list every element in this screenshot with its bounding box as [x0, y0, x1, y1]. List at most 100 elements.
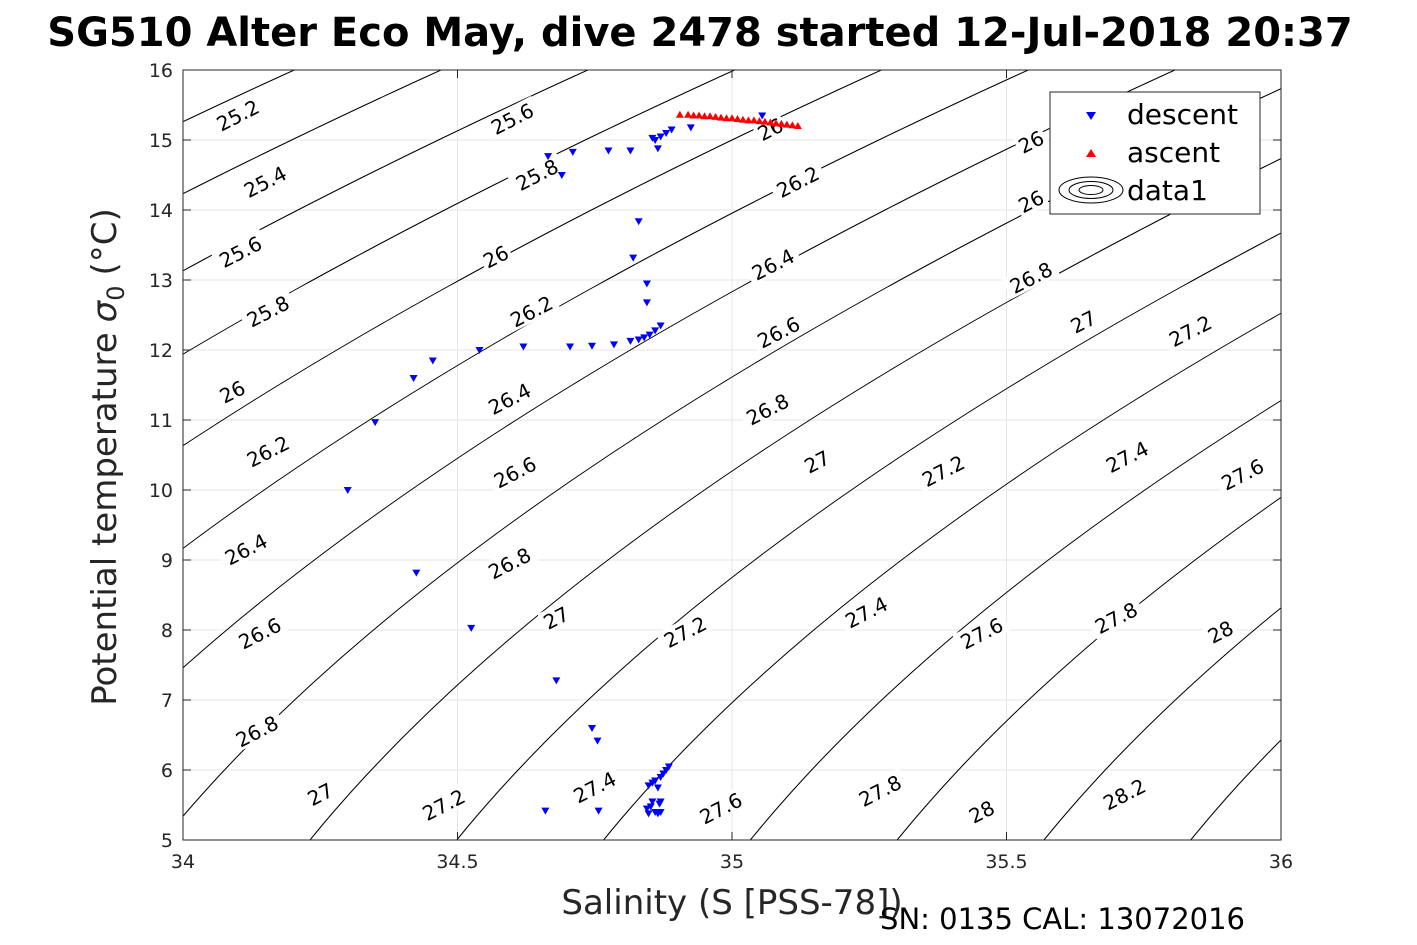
- contour-line: [183, 70, 1029, 550]
- ascent-point: [771, 119, 780, 127]
- contour-line: [456, 232, 1281, 840]
- ascent-point: [711, 112, 720, 120]
- ascent-point: [706, 112, 715, 120]
- descent-point: [634, 218, 643, 226]
- ascent-point: [788, 121, 797, 129]
- descent-point: [475, 347, 484, 354]
- legend-descent-label: descent: [1127, 98, 1238, 131]
- contour-label-bg: [216, 526, 275, 571]
- y-tick-label: 5: [161, 830, 173, 852]
- descent-point: [552, 677, 561, 685]
- y-tick-label: 12: [149, 340, 173, 362]
- y-tick-label: 13: [149, 270, 173, 292]
- descent-point: [656, 798, 665, 806]
- contour-label-bg: [485, 449, 544, 494]
- descent-point: [656, 809, 665, 816]
- y-axis-label-text: Potential temperature: [85, 332, 125, 705]
- legend-data1-label: data1: [1127, 174, 1208, 207]
- descent-point: [653, 784, 662, 792]
- descent-point: [651, 137, 660, 144]
- x-tick-label: 35.5: [985, 851, 1027, 873]
- descent-point: [642, 805, 651, 813]
- contour-label-bg: [1094, 771, 1154, 816]
- contour-label-bg: [768, 159, 827, 204]
- x-tick-label: 34: [171, 851, 195, 873]
- descent-point: [656, 133, 665, 141]
- descent-point: [588, 342, 597, 350]
- contour-label-bg: [962, 794, 1000, 828]
- descent-point: [588, 725, 597, 732]
- x-axis-ticks: 34 34.5 35 35.5 36: [171, 70, 1293, 873]
- descent-point: [664, 763, 673, 771]
- y-axis-label-symbol: σ: [85, 299, 125, 322]
- ascent-point: [717, 113, 726, 121]
- descent-point: [758, 112, 767, 120]
- descent-point: [646, 803, 655, 811]
- contour-label-bg: [238, 288, 297, 333]
- descent-point: [371, 419, 380, 427]
- y-axis-label: Potential temperature σ0 (°C): [85, 208, 130, 706]
- descent-point: [412, 569, 421, 577]
- y-tick-label: 6: [161, 760, 173, 782]
- contour-label-bg: [480, 376, 539, 421]
- descent-point: [343, 487, 352, 494]
- ascent-point: [749, 116, 758, 124]
- contour-label-bg: [230, 610, 289, 655]
- descent-point: [662, 130, 671, 137]
- contour-line: [183, 70, 882, 447]
- contour-line: [1043, 607, 1281, 840]
- y-tick-label: 8: [161, 620, 173, 642]
- descent-point: [544, 153, 553, 161]
- contour-label-bg: [691, 785, 750, 830]
- contour-label-bg: [952, 610, 1011, 655]
- ascent-point: [777, 119, 786, 127]
- legend-descent-marker: [1086, 112, 1096, 120]
- contour-label-bg: [836, 589, 896, 634]
- ascent-point: [684, 110, 693, 118]
- ascent-point: [689, 111, 698, 119]
- descent-point: [428, 357, 437, 365]
- y-tick-label: 14: [149, 200, 173, 222]
- descent-markers: [343, 112, 767, 818]
- y-tick-label: 15: [149, 130, 173, 152]
- contour-label-bg: [480, 540, 539, 585]
- contour-line: [896, 496, 1281, 840]
- descent-point: [566, 343, 575, 351]
- x-tick-label: 35: [720, 851, 744, 873]
- descent-point: [593, 737, 602, 745]
- x-tick-label: 36: [1269, 851, 1293, 873]
- ascent-markers: [675, 110, 802, 129]
- y-axis-ticks: 5 6 7 8 9 10 11 12 13 14 15 16: [149, 60, 1281, 852]
- contour-label-bg: [655, 609, 714, 654]
- contour-label-bg: [227, 708, 286, 753]
- descent-point: [467, 624, 476, 632]
- contour-label-bg: [235, 159, 294, 204]
- contour-label-bg: [414, 782, 473, 827]
- descent-point: [651, 777, 660, 785]
- y-tick-label: 16: [149, 60, 173, 82]
- contour-label-bg: [850, 768, 909, 813]
- y-tick-label: 7: [161, 690, 173, 712]
- legend-ascent-label: ascent: [1127, 136, 1220, 169]
- contour-label-bg: [1064, 304, 1102, 338]
- contour-label-bg: [749, 309, 808, 354]
- ascent-point: [760, 117, 769, 125]
- ascent-point: [782, 120, 791, 128]
- contour-label-bg: [537, 600, 575, 634]
- ascent-point: [755, 117, 764, 125]
- ascent-point: [744, 116, 753, 124]
- contour-label-bg: [751, 111, 789, 146]
- y-tick-label: 11: [149, 410, 173, 432]
- contour-label-bg: [1012, 184, 1050, 218]
- ascent-point: [738, 115, 747, 123]
- ascent-point: [695, 111, 704, 119]
- contour-line: [183, 70, 735, 355]
- descent-point: [626, 337, 635, 345]
- contour-label-bg: [482, 96, 541, 141]
- contour-label-bg: [502, 288, 561, 333]
- descent-point: [640, 334, 649, 342]
- descent-point: [594, 807, 603, 815]
- contour-label-bg: [743, 241, 802, 286]
- descent-point: [642, 280, 651, 288]
